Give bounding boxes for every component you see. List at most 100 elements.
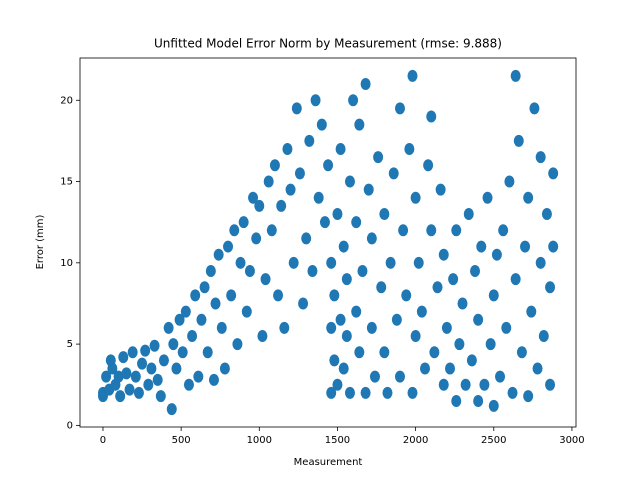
point: [266, 224, 277, 237]
point: [438, 248, 449, 261]
point: [121, 367, 132, 380]
x-tick-label: 2500: [481, 435, 506, 446]
point: [254, 199, 265, 212]
point: [394, 370, 405, 383]
point: [460, 378, 471, 391]
point: [244, 264, 255, 277]
point: [251, 232, 262, 245]
point: [410, 329, 421, 342]
point: [545, 281, 556, 294]
point: [323, 159, 334, 172]
chart-title: Unfitted Model Error Norm by Measurement…: [154, 37, 502, 51]
point: [410, 191, 421, 204]
point: [319, 216, 330, 229]
point: [388, 167, 399, 180]
point: [413, 256, 424, 269]
point: [298, 297, 309, 310]
point: [448, 273, 459, 286]
point: [379, 208, 390, 221]
point: [193, 370, 204, 383]
point: [538, 329, 549, 342]
point: [360, 78, 371, 91]
point: [363, 183, 374, 196]
point: [313, 191, 324, 204]
point: [143, 378, 154, 391]
point: [354, 346, 365, 359]
point: [146, 362, 157, 375]
point: [354, 118, 365, 131]
point: [548, 167, 559, 180]
point: [382, 386, 393, 399]
point: [177, 346, 188, 359]
point: [510, 273, 521, 286]
x-tick-label: 1000: [247, 435, 272, 446]
point: [213, 248, 224, 261]
point: [470, 264, 481, 277]
point: [171, 362, 182, 375]
point: [279, 321, 290, 334]
point: [326, 386, 337, 399]
point: [373, 151, 384, 164]
point: [341, 273, 352, 286]
point: [366, 321, 377, 334]
point: [476, 240, 487, 253]
point: [210, 297, 221, 310]
point: [485, 338, 496, 351]
point: [376, 281, 387, 294]
point: [360, 386, 371, 399]
point: [307, 264, 318, 277]
point: [158, 354, 169, 367]
point: [282, 143, 293, 156]
point: [401, 289, 412, 302]
point: [257, 329, 268, 342]
point: [488, 289, 499, 302]
point: [183, 378, 194, 391]
y-tick-label: 0: [67, 420, 73, 431]
point: [535, 256, 546, 269]
point: [513, 134, 524, 147]
point: [398, 224, 409, 237]
point: [226, 289, 237, 302]
point: [238, 216, 249, 229]
point: [419, 362, 430, 375]
point: [273, 289, 284, 302]
axes-frame: [79, 57, 577, 428]
point: [338, 362, 349, 375]
point: [133, 386, 144, 399]
point: [216, 321, 227, 334]
point: [301, 232, 312, 245]
point: [152, 373, 163, 386]
point: [545, 378, 556, 391]
point: [291, 102, 302, 115]
point: [316, 118, 327, 131]
point: [432, 281, 443, 294]
x-tick-label: 0: [100, 435, 106, 446]
point: [344, 175, 355, 188]
point: [332, 208, 343, 221]
point: [466, 354, 477, 367]
point: [501, 321, 512, 334]
point: [445, 362, 456, 375]
point: [174, 313, 185, 326]
point: [457, 297, 468, 310]
point: [407, 386, 418, 399]
point: [190, 289, 201, 302]
point: [326, 321, 337, 334]
point: [294, 167, 305, 180]
point: [404, 143, 415, 156]
point: [338, 240, 349, 253]
point: [149, 339, 160, 352]
point: [335, 143, 346, 156]
point: [463, 208, 474, 221]
point: [510, 69, 521, 82]
point: [366, 232, 377, 245]
point: [526, 305, 537, 318]
point: [219, 362, 230, 375]
point: [535, 151, 546, 164]
point: [166, 403, 177, 416]
point: [532, 362, 543, 375]
x-tick-label: 500: [172, 435, 191, 446]
point: [451, 224, 462, 237]
point: [124, 383, 135, 396]
